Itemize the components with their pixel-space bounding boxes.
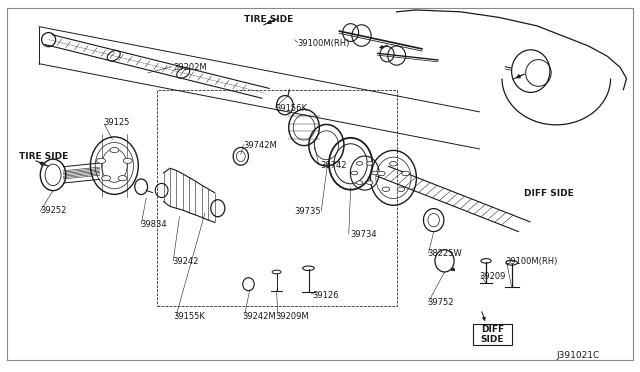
Text: 39100M(RH): 39100M(RH) (298, 39, 350, 48)
Circle shape (367, 161, 373, 165)
Bar (473, 324, 511, 345)
Circle shape (397, 187, 404, 192)
Text: 39125: 39125 (103, 119, 129, 128)
Text: DIFF SIDE: DIFF SIDE (524, 189, 574, 198)
Text: 39252: 39252 (40, 206, 67, 215)
Circle shape (97, 158, 106, 163)
Circle shape (367, 181, 373, 185)
Text: 39742: 39742 (320, 161, 346, 170)
Text: J391021C: J391021C (556, 351, 600, 360)
Text: DIFF
SIDE: DIFF SIDE (481, 325, 504, 344)
Circle shape (378, 171, 385, 176)
Circle shape (372, 171, 378, 175)
Circle shape (102, 176, 111, 181)
Circle shape (351, 171, 358, 175)
Circle shape (390, 161, 397, 166)
Text: 39834: 39834 (140, 221, 166, 230)
Circle shape (118, 176, 127, 181)
Text: 39202M: 39202M (173, 63, 207, 72)
Text: 39209: 39209 (479, 272, 506, 281)
Circle shape (356, 161, 363, 165)
Text: 39126: 39126 (312, 291, 339, 300)
Circle shape (382, 187, 390, 192)
Text: 39100M(RH): 39100M(RH) (505, 257, 557, 266)
Text: 38225W: 38225W (428, 249, 462, 258)
Text: 39209M: 39209M (275, 312, 309, 321)
Text: 39734: 39734 (351, 230, 377, 240)
Circle shape (356, 181, 363, 185)
Text: 39735: 39735 (294, 208, 321, 217)
Circle shape (110, 147, 119, 153)
Circle shape (124, 158, 132, 163)
Text: 39156K: 39156K (275, 104, 307, 113)
Circle shape (402, 171, 410, 176)
Text: TIRE SIDE: TIRE SIDE (244, 15, 294, 24)
Text: 39752: 39752 (428, 298, 454, 307)
Text: TIRE SIDE: TIRE SIDE (19, 152, 68, 161)
Text: 39742M: 39742M (243, 141, 277, 150)
Text: 39242: 39242 (172, 257, 198, 266)
Text: 39155K: 39155K (173, 312, 205, 321)
Text: 39242M: 39242M (242, 312, 276, 321)
